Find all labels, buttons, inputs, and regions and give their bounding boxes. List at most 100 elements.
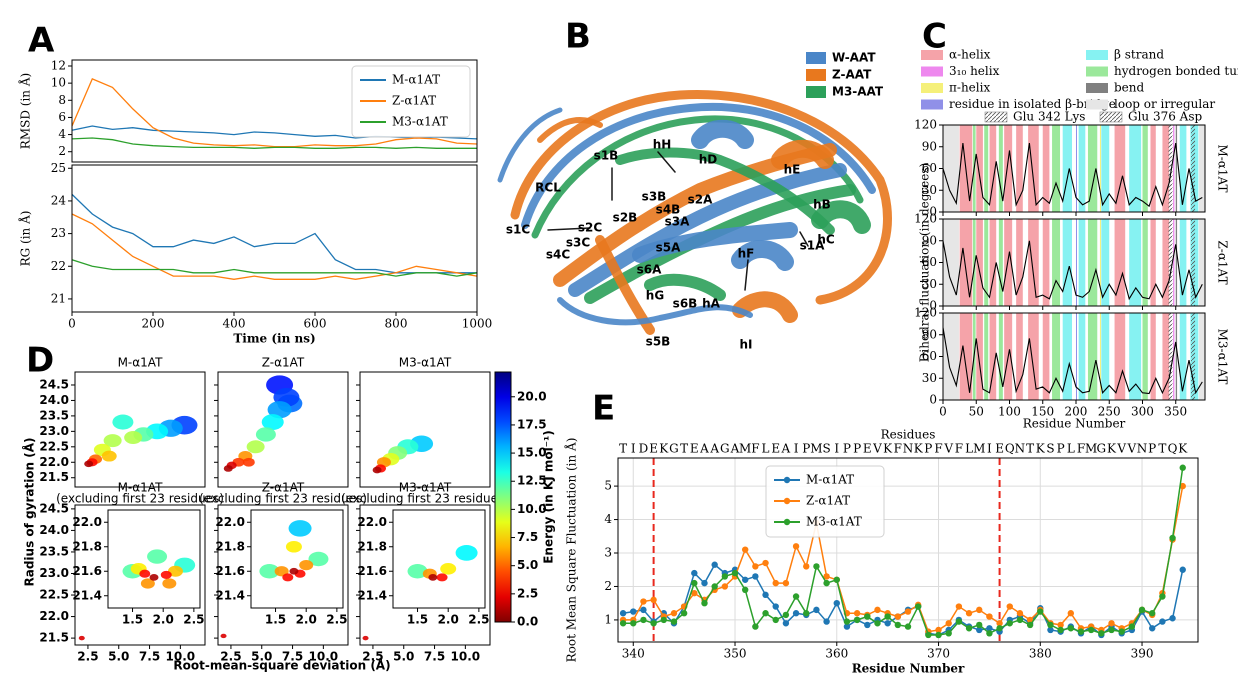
data-point [945, 630, 952, 637]
x-tick-label: 7.5 [282, 650, 303, 664]
data-point [986, 630, 993, 637]
ribbon [732, 291, 798, 323]
legend-label: residue in isolated β-bridge [949, 97, 1116, 111]
structure-label: hH [653, 138, 672, 152]
panel-label: E [592, 389, 615, 429]
colorbar-tick-label: 20.0 [517, 389, 547, 403]
legend-label: Z-AAT [832, 68, 872, 82]
data-point [762, 591, 769, 599]
data-point [762, 559, 769, 567]
structure-region [959, 219, 973, 306]
structure-region [1052, 313, 1061, 400]
structure-region [943, 313, 959, 400]
top-tick-label: P [924, 442, 932, 456]
density-point [101, 450, 117, 462]
legend-marker [783, 476, 791, 484]
density-point [372, 466, 382, 474]
data-line [71, 137, 477, 149]
panel-label: A [28, 21, 55, 61]
top-tick-label: V [1116, 442, 1126, 456]
structure-label: hA [702, 297, 721, 311]
y-tick-label: 3 [604, 546, 612, 560]
top-tick-label: F [934, 442, 942, 456]
colorbar-tick-label: 15.0 [517, 446, 547, 460]
legend-label: α-helix [949, 48, 991, 62]
x-tick-label: 2.0 [153, 613, 174, 627]
plot-frame [250, 509, 344, 609]
y-tick-label: 24.0 [39, 393, 69, 407]
structure-region [1101, 125, 1110, 212]
colorbar-tick-label: 10.0 [517, 502, 547, 516]
x-tick-label: 150 [1031, 405, 1054, 419]
structure-region [1042, 313, 1050, 400]
plot-frame [74, 371, 206, 488]
data-point [782, 579, 790, 587]
top-tick-label: A [709, 442, 719, 456]
data-point [823, 579, 830, 587]
legend-label: M3-α1AT [806, 515, 862, 529]
top-tick-label: N [903, 442, 914, 456]
structure-region [1099, 219, 1101, 306]
top-tick-label: G [720, 442, 730, 456]
top-tick-label: I [834, 442, 839, 456]
density-point [140, 578, 155, 589]
data-point [640, 616, 647, 624]
data-point [813, 606, 820, 614]
top-tick-label: Q [1005, 442, 1015, 456]
y-tick-label: 10 [51, 76, 66, 90]
density-point [167, 565, 183, 577]
density-point [428, 574, 438, 581]
structure-region [1179, 313, 1187, 400]
data-point [1179, 482, 1186, 490]
subplot-title: M3-α1AT [399, 481, 452, 495]
subplot-subtitle: (excluding first 23 residues) [341, 492, 509, 506]
y-tick-label: 120 [914, 118, 937, 132]
legend-swatch [984, 111, 1008, 123]
legend-swatch [921, 83, 943, 93]
data-point [894, 613, 902, 620]
data-point [762, 610, 769, 617]
data-point [701, 579, 708, 587]
structure-region [1099, 125, 1101, 212]
data-point [1179, 464, 1186, 471]
data-point [976, 621, 983, 629]
top-tick-label: K [914, 442, 924, 456]
y-tick-label: 30 [922, 183, 937, 197]
structure-region [959, 313, 973, 400]
data-line [71, 259, 478, 277]
structure-region [1129, 125, 1142, 212]
data-point [986, 613, 993, 620]
structure-region [1087, 219, 1098, 306]
top-tick-label: G [1097, 442, 1107, 456]
top-tick-label: K [1178, 442, 1188, 456]
data-point [1047, 621, 1054, 629]
top-tick-label: M [810, 442, 822, 456]
y-tick-label: 21.6 [72, 564, 102, 578]
data-point [833, 576, 840, 583]
data-point [996, 620, 1003, 627]
structure-region [943, 125, 959, 212]
structure-label: s6B [673, 297, 698, 311]
legend-label: Glu 376 Asp [1128, 110, 1203, 124]
data-point [772, 579, 779, 587]
structure-label: s6A [637, 263, 662, 277]
panel-label: C [922, 17, 947, 57]
ribbon [731, 240, 794, 271]
data-point [650, 596, 657, 604]
plot-frame [392, 509, 486, 609]
top-tick-label: F [1077, 442, 1085, 456]
top-tick-label: F [894, 442, 902, 456]
top-tick-label: E [995, 442, 1004, 456]
data-point [1087, 626, 1095, 634]
data-point [874, 620, 881, 627]
subplot-label: Z-α1AT [1216, 240, 1230, 284]
density-point [223, 465, 233, 472]
data-point [619, 620, 627, 627]
data-point [853, 616, 861, 624]
structure-region [1062, 313, 1073, 400]
structure-region [1075, 219, 1077, 306]
data-point [1006, 620, 1013, 627]
structure-region [1114, 313, 1126, 400]
y-tick-label: 60 [922, 161, 937, 175]
top-tick-label: N [1137, 442, 1148, 456]
